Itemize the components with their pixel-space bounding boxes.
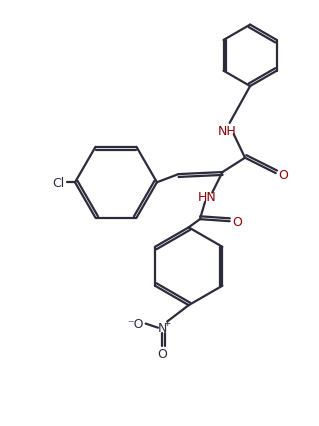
Text: Cl: Cl [53,176,65,189]
Text: N: N [157,322,167,334]
Text: O: O [157,347,167,360]
Text: HN: HN [198,191,217,204]
Text: O: O [278,168,288,181]
Text: +: + [163,318,171,327]
Text: O: O [232,215,242,228]
Text: NH: NH [218,124,237,137]
Text: ⁻O: ⁻O [127,317,144,330]
